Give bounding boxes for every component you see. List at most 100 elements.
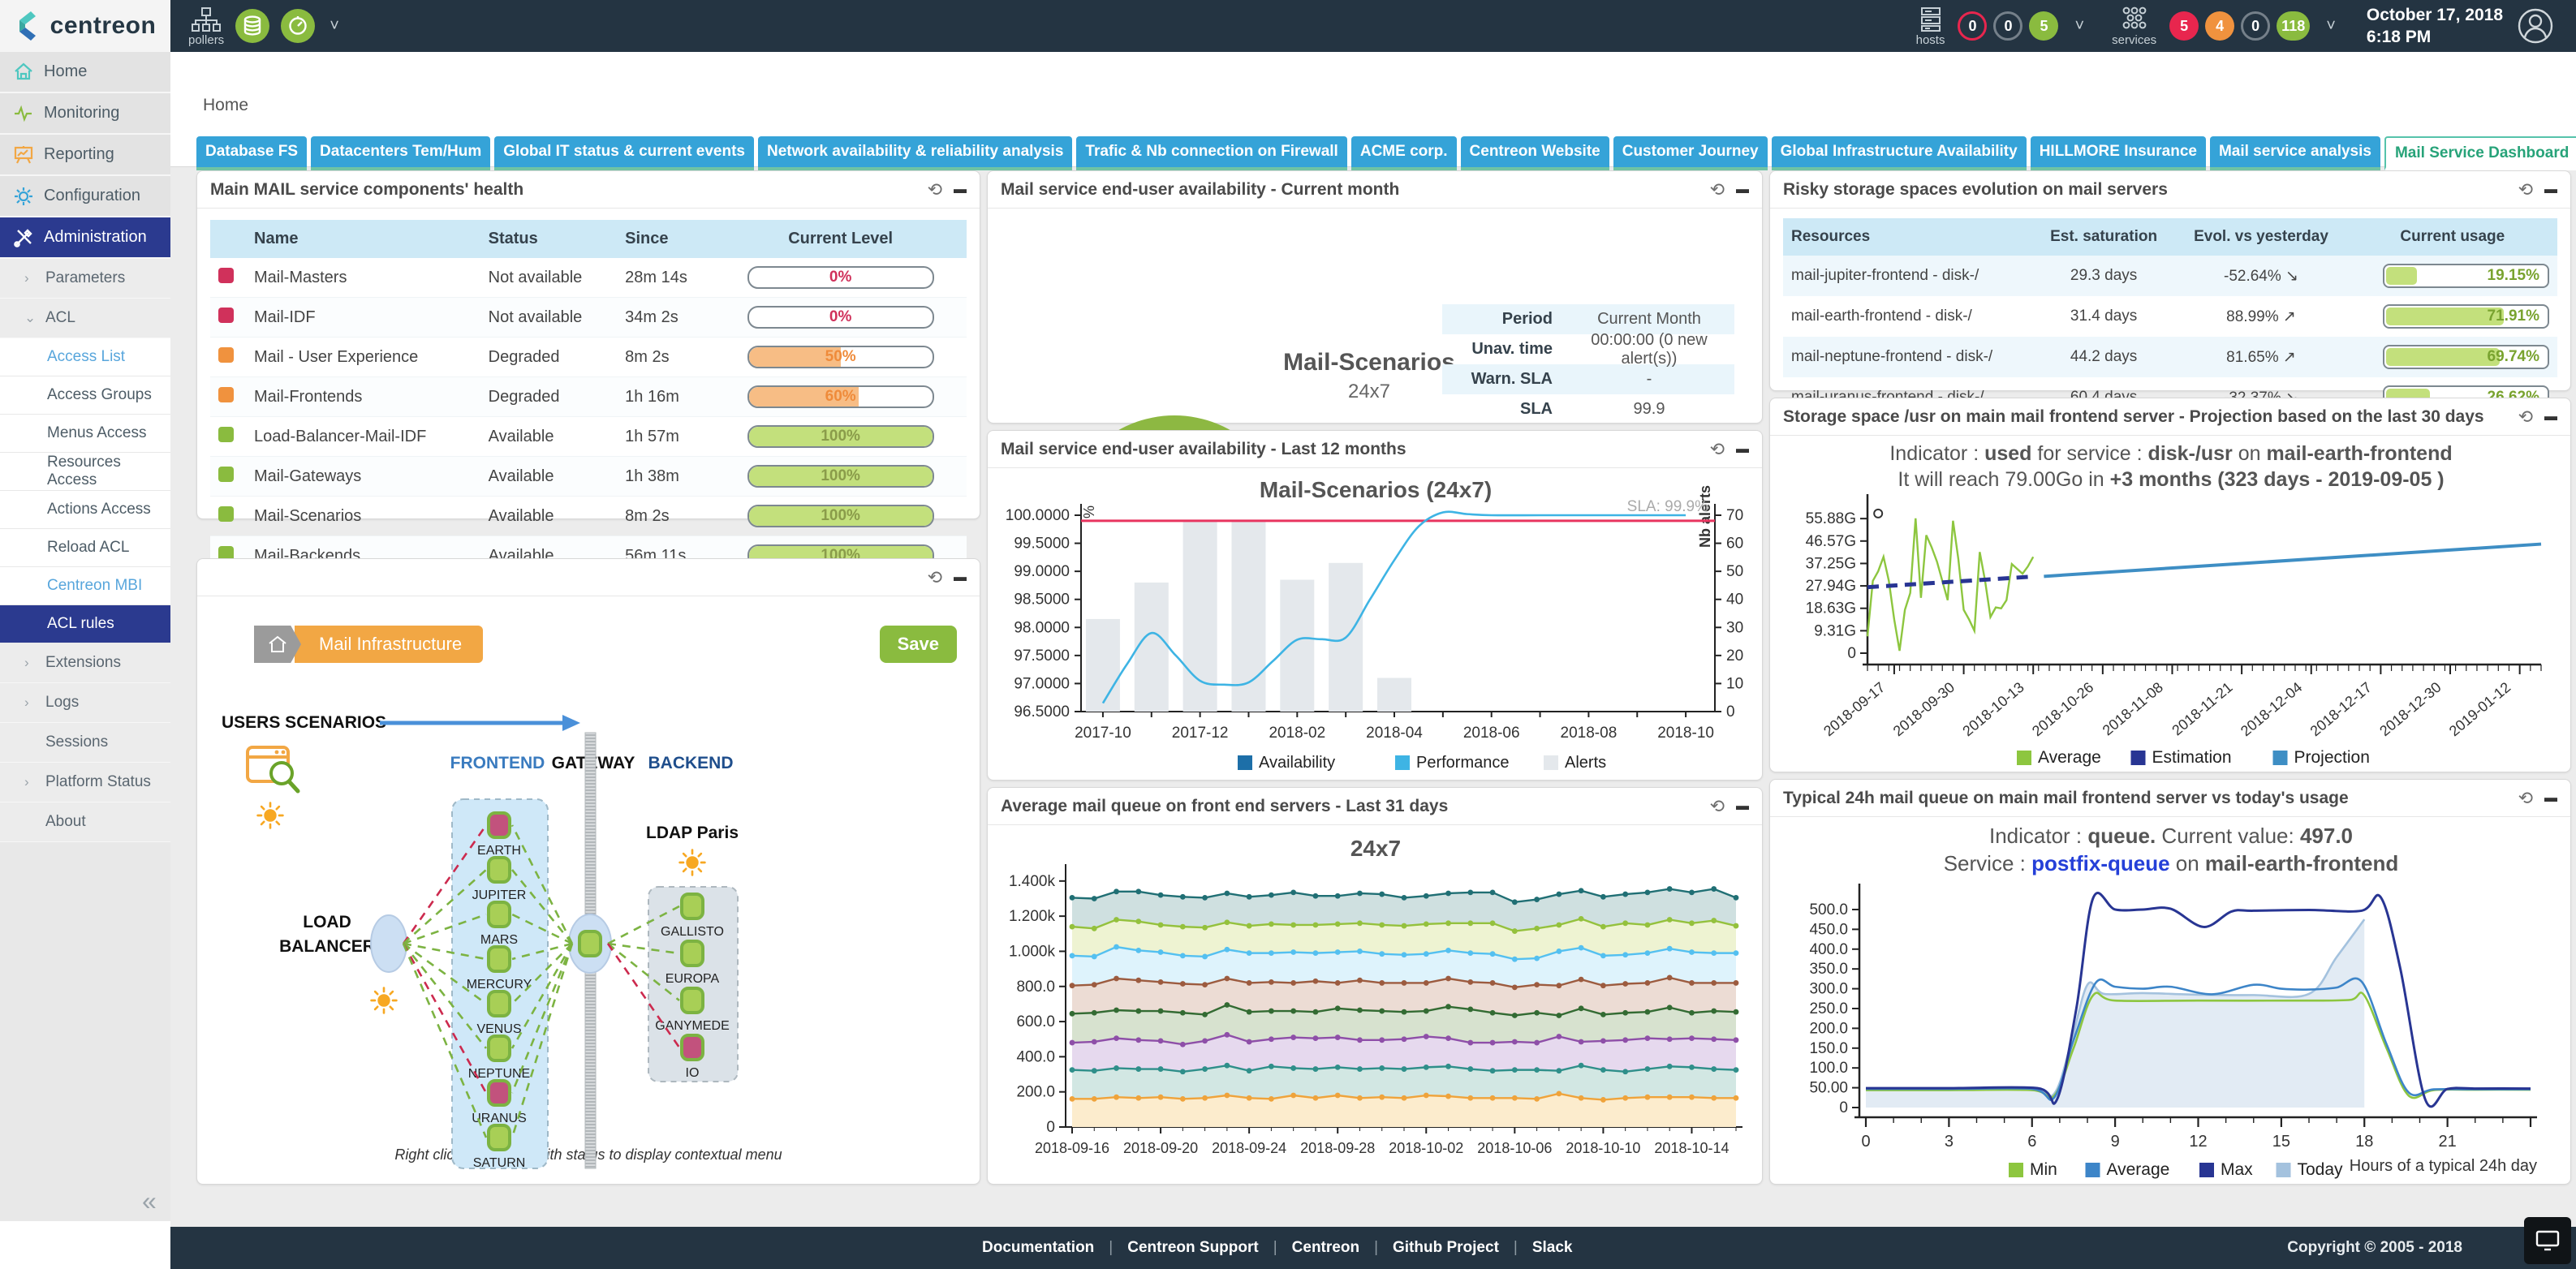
sidebar-item-reporting[interactable]: Reporting — [0, 135, 170, 176]
poller-chevron-down-icon[interactable]: ˅ — [330, 16, 339, 35]
host-node-saturn[interactable] — [487, 1124, 511, 1151]
minimize-icon[interactable]: ▬ — [1736, 182, 1749, 196]
service-status-badge[interactable]: 118 — [2277, 11, 2311, 41]
tab-mail-service-dashboard[interactable]: Mail Service Dashboard — [2384, 136, 2576, 170]
sidebar-collapse-button[interactable]: « — [142, 1186, 157, 1215]
sidebar-item-administration[interactable]: Administration — [0, 217, 170, 259]
refresh-icon[interactable]: ⟲ — [2518, 179, 2533, 200]
host-node-ganymede[interactable] — [680, 987, 704, 1014]
refresh-icon[interactable]: ⟲ — [1709, 438, 1725, 459]
host-node-gateway[interactable] — [578, 930, 602, 957]
tab-datacenters-tem-hum[interactable]: Datacenters Tem/Hum — [311, 136, 491, 170]
breadcrumb[interactable]: Home — [203, 96, 249, 114]
sidebar-item-reload-acl[interactable]: Reload ACL — [0, 529, 170, 567]
table-row[interactable]: Mail-IDF Not available 34m 2s 0% — [210, 297, 967, 338]
tab-database-fs[interactable]: Database FS — [196, 136, 308, 170]
hosts-chevron-down-icon[interactable]: ˅ — [2074, 16, 2085, 35]
refresh-icon[interactable]: ⟲ — [927, 179, 942, 200]
pollers-icon[interactable]: pollers — [188, 6, 224, 46]
diagram-breadcrumb-label[interactable]: Mail Infrastructure — [295, 626, 484, 663]
hosts-icon[interactable]: hosts — [1916, 6, 1945, 46]
tab-mail-service-analysis[interactable]: Mail service analysis — [2209, 136, 2380, 170]
sidebar-item-acl-rules[interactable]: ACL rules — [0, 605, 170, 643]
services-icon[interactable]: services — [2112, 6, 2156, 46]
footer-link-documentation[interactable]: Documentation — [982, 1239, 1095, 1256]
tab-acme-corp-[interactable]: ACME corp. — [1350, 136, 1457, 170]
database-status-icon[interactable] — [235, 9, 270, 43]
table-row[interactable]: mail-neptune-frontend - disk-/ 44.2 days 8… — [1783, 337, 2557, 377]
host-status-badge[interactable]: 5 — [2029, 11, 2059, 41]
table-row[interactable]: Mail - User Experience Degraded 8m 2s 50% — [210, 338, 967, 377]
minimize-icon[interactable]: ▬ — [1736, 441, 1749, 456]
sidebar-item-logs[interactable]: › Logs — [0, 683, 170, 723]
sidebar-item-home[interactable]: Home — [0, 52, 170, 93]
host-status-badge[interactable]: 0 — [1993, 11, 2023, 41]
host-status-badge[interactable]: 0 — [1958, 11, 1988, 41]
sidebar-item-actions-access[interactable]: Actions Access — [0, 491, 170, 529]
minimize-icon[interactable]: ▬ — [1736, 798, 1749, 813]
sidebar-item-sessions[interactable]: Sessions — [0, 723, 170, 763]
sidebar-item-access-groups[interactable]: Access Groups — [0, 376, 170, 415]
footer-link-github-project[interactable]: Github Project — [1393, 1239, 1499, 1256]
footer-link-centreon-support[interactable]: Centreon Support — [1127, 1239, 1259, 1256]
sidebar-item-monitoring[interactable]: Monitoring — [0, 93, 170, 135]
minimize-icon[interactable]: ▬ — [2544, 790, 2557, 805]
host-node-uranus[interactable] — [487, 1079, 511, 1107]
refresh-icon[interactable]: ⟲ — [927, 566, 942, 587]
table-row[interactable]: mail-jupiter-frontend - disk-/ 29.3 days -… — [1783, 256, 2557, 296]
host-node-mercury[interactable] — [487, 945, 511, 973]
sidebar-item-extensions[interactable]: › Extensions — [0, 643, 170, 683]
user-avatar-icon[interactable] — [2516, 6, 2555, 45]
centreon-logo[interactable]: centreon — [0, 0, 170, 52]
sidebar-item-centreon-mbi[interactable]: Centreon MBI — [0, 567, 170, 605]
table-row[interactable]: Mail-Frontends Degraded 1h 16m 60% — [210, 376, 967, 417]
footer-link-slack[interactable]: Slack — [1531, 1239, 1573, 1256]
sidebar-item-platform-status[interactable]: › Platform Status — [0, 763, 170, 802]
minimize-icon[interactable]: ▬ — [954, 182, 967, 196]
refresh-icon[interactable]: ⟲ — [1709, 179, 1725, 200]
host-node-mars[interactable] — [487, 901, 511, 928]
table-row[interactable]: mail-earth-frontend - disk-/ 31.4 days 88.… — [1783, 296, 2557, 337]
fullscreen-toggle-button[interactable] — [2524, 1217, 2571, 1264]
tab-trafic-nb-connection-on-firewall[interactable]: Trafic & Nb connection on Firewall — [1076, 136, 1347, 170]
sidebar-item-about[interactable]: About — [0, 802, 170, 842]
service-status-badge[interactable]: 0 — [2241, 11, 2271, 41]
save-button[interactable]: Save — [879, 626, 957, 663]
table-row[interactable]: Mail-Masters Not available 28m 14s 0% — [210, 258, 967, 298]
home-crumb-icon[interactable] — [254, 626, 301, 663]
table-row[interactable]: Mail-Gateways Available 1h 38m 100% — [210, 456, 967, 497]
host-node-gallisto[interactable] — [680, 893, 704, 920]
service-status-badge[interactable]: 4 — [2205, 11, 2235, 41]
host-node-earth[interactable] — [487, 811, 511, 839]
sidebar-item-acl[interactable]: ⌄ ACL — [0, 299, 170, 338]
service-status-badge[interactable]: 5 — [2169, 11, 2199, 41]
latency-status-icon[interactable] — [281, 9, 316, 43]
refresh-icon[interactable]: ⟲ — [1709, 795, 1725, 816]
svg-text:99.5000: 99.5000 — [1014, 536, 1070, 553]
tab-centreon-website[interactable]: Centreon Website — [1460, 136, 1609, 170]
sidebar-item-resources-access[interactable]: Resources Access — [0, 453, 170, 491]
refresh-icon[interactable]: ⟲ — [2518, 406, 2533, 427]
sidebar-item-configuration[interactable]: Configuration — [0, 176, 170, 217]
tab-network-availability-reliability-analysis[interactable]: Network availability & reliability analy… — [758, 136, 1073, 170]
sidebar-item-parameters[interactable]: › Parameters — [0, 259, 170, 299]
services-chevron-down-icon[interactable]: ˅ — [2326, 16, 2336, 35]
sidebar-item-menus-access[interactable]: Menus Access — [0, 415, 170, 453]
host-node-venus[interactable] — [487, 990, 511, 1017]
table-row[interactable]: Load-Balancer-Mail-IDF Available 1h 57m 100… — [210, 417, 967, 457]
footer-link-centreon[interactable]: Centreon — [1291, 1239, 1360, 1256]
minimize-icon[interactable]: ▬ — [2544, 409, 2557, 424]
tab-hillmore-insurance[interactable]: HILLMORE Insurance — [2030, 136, 2206, 170]
tab-global-infrastructure-availability[interactable]: Global Infrastructure Availability — [1771, 136, 2027, 170]
host-node-europa[interactable] — [680, 940, 704, 967]
host-node-jupiter[interactable] — [487, 856, 511, 884]
host-node-neptune[interactable] — [487, 1035, 511, 1062]
table-row[interactable]: Mail-Scenarios Available 8m 2s 100% — [210, 497, 967, 536]
minimize-icon[interactable]: ▬ — [2544, 182, 2557, 196]
tab-customer-journey[interactable]: Customer Journey — [1613, 136, 1768, 170]
sidebar-item-access-list[interactable]: Access List — [0, 338, 170, 376]
host-node-io[interactable] — [680, 1034, 704, 1061]
refresh-icon[interactable]: ⟲ — [2518, 787, 2533, 808]
minimize-icon[interactable]: ▬ — [954, 570, 967, 584]
tab-global-it-status-current-events[interactable]: Global IT status & current events — [494, 136, 755, 170]
